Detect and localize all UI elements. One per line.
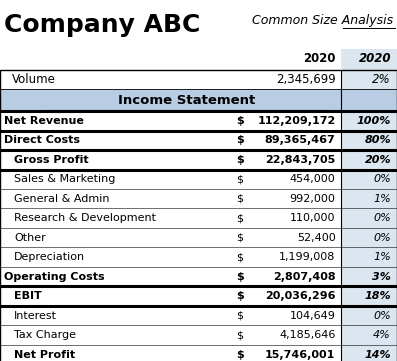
Text: Common Size Analysis: Common Size Analysis [252, 14, 393, 27]
Text: Direct Costs: Direct Costs [4, 135, 80, 145]
Text: 20,036,296: 20,036,296 [265, 291, 335, 301]
FancyBboxPatch shape [341, 345, 397, 361]
FancyBboxPatch shape [341, 306, 397, 325]
FancyBboxPatch shape [341, 131, 397, 150]
Text: 52,400: 52,400 [297, 233, 335, 243]
Text: 100%: 100% [357, 116, 391, 126]
Text: 89,365,467: 89,365,467 [265, 135, 335, 145]
Text: 1%: 1% [373, 194, 391, 204]
Text: Net Revenue: Net Revenue [4, 116, 84, 126]
Text: $: $ [236, 233, 243, 243]
Text: 14%: 14% [364, 349, 391, 360]
Text: 0%: 0% [373, 310, 391, 321]
Text: Tax Charge: Tax Charge [14, 330, 76, 340]
FancyBboxPatch shape [341, 111, 397, 131]
Text: 18%: 18% [364, 291, 391, 301]
FancyBboxPatch shape [341, 228, 397, 247]
Text: $: $ [236, 155, 244, 165]
Text: 992,000: 992,000 [289, 194, 335, 204]
Text: Company ABC: Company ABC [4, 13, 200, 36]
Text: Research & Development: Research & Development [14, 213, 156, 223]
Text: Gross Profit: Gross Profit [14, 155, 89, 165]
Text: 2020: 2020 [358, 52, 391, 65]
Text: 0%: 0% [373, 213, 391, 223]
FancyBboxPatch shape [341, 150, 397, 170]
Text: Sales & Marketing: Sales & Marketing [14, 174, 115, 184]
Text: Other: Other [14, 233, 46, 243]
Text: 3%: 3% [372, 272, 391, 282]
Text: 2%: 2% [372, 73, 391, 86]
FancyBboxPatch shape [341, 325, 397, 345]
Text: 104,649: 104,649 [289, 310, 335, 321]
FancyBboxPatch shape [341, 189, 397, 209]
FancyBboxPatch shape [341, 70, 397, 90]
Text: $: $ [236, 252, 243, 262]
FancyBboxPatch shape [0, 90, 397, 111]
Text: 15,746,001: 15,746,001 [265, 349, 335, 360]
FancyBboxPatch shape [341, 209, 397, 228]
Text: Income Statement: Income Statement [118, 94, 255, 107]
Text: EBIT: EBIT [14, 291, 42, 301]
Text: 1%: 1% [373, 252, 391, 262]
FancyBboxPatch shape [341, 49, 397, 70]
Text: 4,185,646: 4,185,646 [279, 330, 335, 340]
Text: 1,199,008: 1,199,008 [279, 252, 335, 262]
Text: $: $ [236, 349, 244, 360]
Text: 112,209,172: 112,209,172 [257, 116, 335, 126]
Text: $: $ [236, 213, 243, 223]
Text: $: $ [236, 135, 244, 145]
Text: Operating Costs: Operating Costs [4, 272, 104, 282]
Text: $: $ [236, 174, 243, 184]
Text: 110,000: 110,000 [290, 213, 335, 223]
Text: Volume: Volume [12, 73, 56, 86]
Text: 20%: 20% [364, 155, 391, 165]
FancyBboxPatch shape [341, 170, 397, 189]
Text: $: $ [236, 310, 243, 321]
Text: 0%: 0% [373, 233, 391, 243]
Text: $: $ [236, 116, 244, 126]
Text: 2020: 2020 [303, 52, 335, 65]
Text: 4%: 4% [373, 330, 391, 340]
Text: General & Admin: General & Admin [14, 194, 110, 204]
Text: 2,345,699: 2,345,699 [276, 73, 335, 86]
Text: 2,807,408: 2,807,408 [273, 272, 335, 282]
Text: Net Profit: Net Profit [14, 349, 75, 360]
Text: 0%: 0% [373, 174, 391, 184]
Text: Depreciation: Depreciation [14, 252, 85, 262]
Text: 80%: 80% [364, 135, 391, 145]
FancyBboxPatch shape [341, 247, 397, 267]
FancyBboxPatch shape [341, 267, 397, 286]
Text: Interest: Interest [14, 310, 57, 321]
Text: 454,000: 454,000 [290, 174, 335, 184]
Text: $: $ [236, 272, 244, 282]
FancyBboxPatch shape [341, 286, 397, 306]
Text: 22,843,705: 22,843,705 [265, 155, 335, 165]
Text: $: $ [236, 330, 243, 340]
Text: $: $ [236, 291, 244, 301]
Text: $: $ [236, 194, 243, 204]
